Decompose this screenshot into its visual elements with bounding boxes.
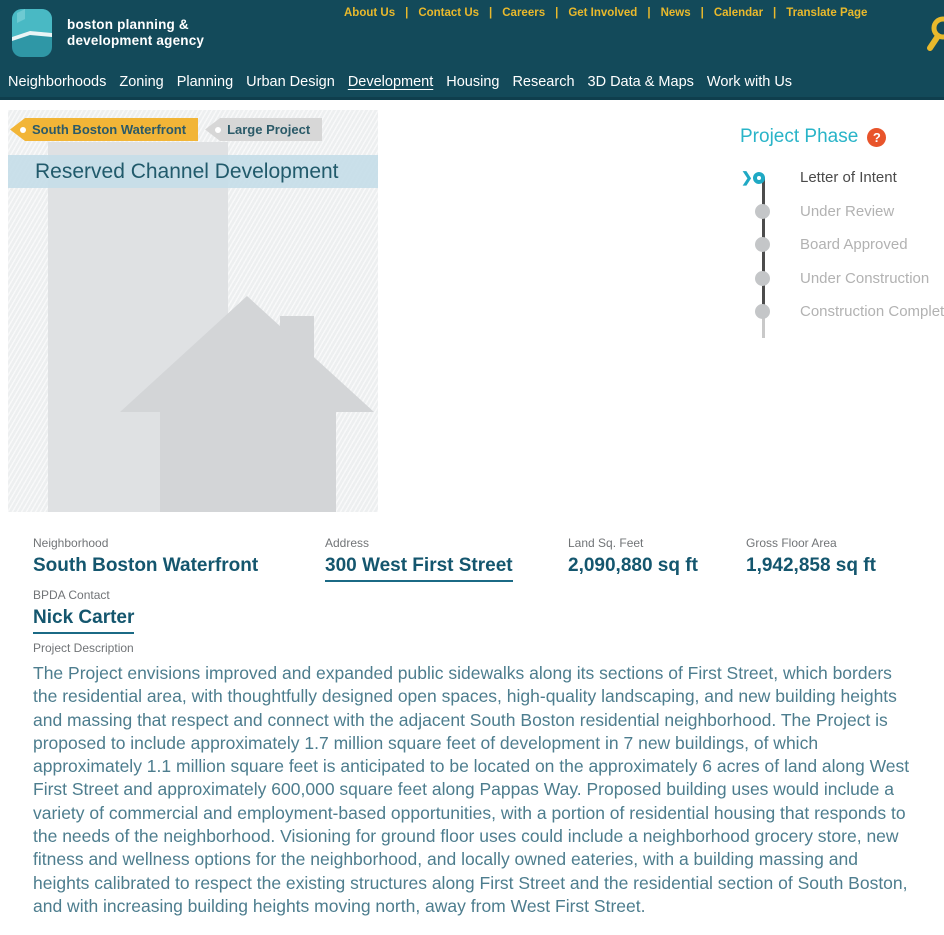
phase-timeline: ❯ Letter of Intent Under Review Board Ap… xyxy=(740,161,944,338)
project-description-section: Project Description The Project envision… xyxy=(33,641,913,918)
phase-step-board-approved: Board Approved xyxy=(740,228,944,262)
building-placeholder-icon xyxy=(48,142,374,512)
tag-project-type[interactable]: Large Project xyxy=(205,118,323,141)
field-gross-floor-area: Gross Floor Area 1,942,858 sq ft xyxy=(746,536,876,577)
help-icon[interactable]: ? xyxy=(867,127,887,147)
agency-logo[interactable]: boston planning & development agency xyxy=(8,5,204,61)
phase-step-marker xyxy=(755,270,770,286)
project-phase-heading: Project Phase xyxy=(740,126,859,147)
field-neighborhood: Neighborhood South Boston Waterfront xyxy=(33,536,258,577)
nav-item-housing[interactable]: Housing xyxy=(446,74,500,90)
nav-item-3d-data-maps[interactable]: 3D Data & Maps xyxy=(587,74,694,90)
neighborhood-label: Neighborhood xyxy=(33,536,109,550)
field-land-sq-feet: Land Sq. Feet 2,090,880 sq ft xyxy=(568,536,698,577)
main-nav: Neighborhoods Zoning Planning Urban Desi… xyxy=(0,67,944,100)
project-description: The Project envisions improved and expan… xyxy=(33,663,910,916)
utility-link-get-involved[interactable]: Get Involved xyxy=(545,7,637,19)
nav-item-urban-design[interactable]: Urban Design xyxy=(246,74,335,90)
neighborhood-value: South Boston Waterfront xyxy=(33,555,259,576)
gross-floor-area-label: Gross Floor Area xyxy=(746,536,837,550)
field-bpda-contact: BPDA Contact Nick Carter xyxy=(33,588,135,634)
nav-item-research[interactable]: Research xyxy=(512,74,575,90)
current-phase-chevron-icon: ❯ xyxy=(741,169,753,186)
land-sq-feet-label: Land Sq. Feet xyxy=(568,536,644,550)
phase-step-letter-of-intent: ❯ Letter of Intent xyxy=(741,169,897,187)
search-icon[interactable] xyxy=(925,13,944,53)
project-tags: South Boston Waterfront Large Project xyxy=(10,118,323,141)
utility-link-contact-us[interactable]: Contact Us xyxy=(395,7,479,19)
phase-step-marker xyxy=(755,203,770,219)
utility-link-news[interactable]: News xyxy=(637,7,691,19)
nav-item-work-with-us[interactable]: Work with Us xyxy=(706,74,793,90)
phase-step-construction-complete: Construction Complete xyxy=(740,295,944,329)
phase-step-marker xyxy=(755,237,770,253)
agency-logo-text: boston planning & development agency xyxy=(67,17,204,49)
utility-nav: About Us Contact Us Careers Get Involved… xyxy=(344,7,867,19)
phase-step-under-review: Under Review xyxy=(740,195,944,229)
nav-item-neighborhoods[interactable]: Neighborhoods xyxy=(8,74,107,90)
address-link[interactable]: 300 West First Street xyxy=(325,555,513,582)
bpda-contact-label: BPDA Contact xyxy=(33,588,110,602)
timeline-line-tail xyxy=(761,312,765,338)
project-description-label: Project Description xyxy=(33,641,134,655)
utility-link-translate-page[interactable]: Translate Page xyxy=(763,7,867,19)
phase-step-under-construction: Under Construction xyxy=(740,262,944,296)
phase-step-marker xyxy=(755,304,770,320)
logo-line-1: boston planning & xyxy=(67,17,189,32)
project-phase-panel: Project Phase ? ❯ Letter of Intent Under… xyxy=(740,126,944,338)
agency-logo-icon xyxy=(12,9,52,57)
project-title: Reserved Channel Development xyxy=(35,160,339,183)
land-sq-feet-value: 2,090,880 sq ft xyxy=(568,555,698,576)
field-address: Address 300 West First Street xyxy=(325,536,513,582)
bpda-contact-link[interactable]: Nick Carter xyxy=(33,607,135,634)
project-title-band: Reserved Channel Development xyxy=(8,155,378,188)
site-header: boston planning & development agency Abo… xyxy=(0,0,944,67)
gross-floor-area-value: 1,942,858 sq ft xyxy=(746,555,876,576)
phase-step-marker xyxy=(753,171,765,184)
logo-line-2: development agency xyxy=(67,33,205,48)
nav-item-zoning[interactable]: Zoning xyxy=(119,74,164,90)
utility-link-about-us[interactable]: About Us xyxy=(344,7,396,19)
nav-item-planning[interactable]: Planning xyxy=(176,74,234,90)
utility-link-careers[interactable]: Careers xyxy=(479,7,545,19)
nav-item-development[interactable]: Development xyxy=(347,74,434,90)
utility-link-calendar[interactable]: Calendar xyxy=(691,7,763,19)
tag-neighborhood[interactable]: South Boston Waterfront xyxy=(10,118,199,141)
address-label: Address xyxy=(325,536,370,550)
